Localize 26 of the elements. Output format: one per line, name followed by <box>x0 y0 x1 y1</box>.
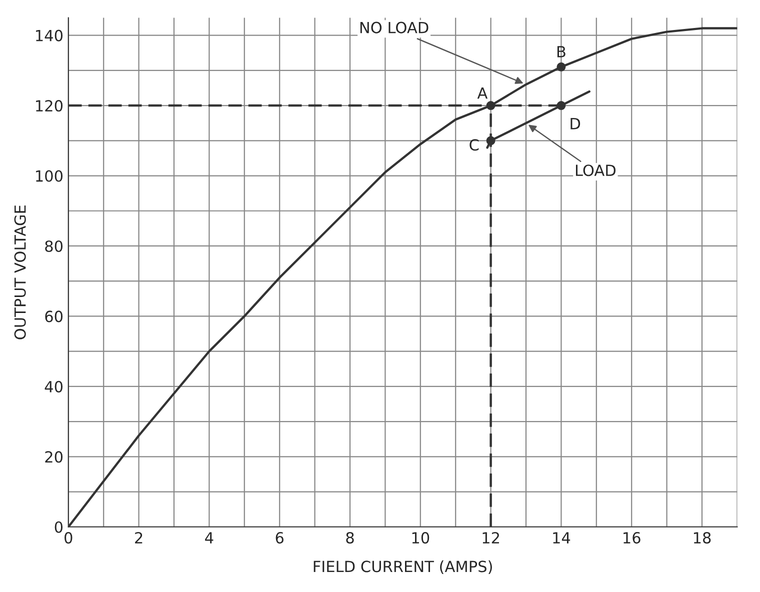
y-tick-label: 40 <box>44 380 63 392</box>
x-tick-label: 10 <box>412 532 430 544</box>
annotation: NO LOAD <box>360 22 428 34</box>
y-tick-label: 140 <box>36 30 63 42</box>
x-axis-title: FIELD CURRENT (AMPS) <box>314 560 492 574</box>
x-tick-label: 12 <box>482 532 499 544</box>
y-axis-title: OUTPUT VOLTAGE <box>14 206 26 340</box>
y-tick-label: 60 <box>45 310 63 322</box>
annotation: A <box>477 88 488 99</box>
x-tick-label: 8 <box>346 532 354 544</box>
x-tick-label: 0 <box>64 532 72 544</box>
y-tick-label: 20 <box>45 451 63 463</box>
x-tick-label: 16 <box>624 532 640 544</box>
y-tick-label: 120 <box>36 100 63 112</box>
annotation: LOAD <box>576 164 616 176</box>
x-tick-label: 6 <box>276 532 284 544</box>
x-tick-label: 2 <box>135 532 142 544</box>
y-tick-label: 0 <box>54 521 63 533</box>
y-tick-label: 100 <box>36 170 63 182</box>
annotation: D <box>570 118 580 130</box>
annotation: B <box>557 46 566 58</box>
annotation: C <box>470 139 479 151</box>
x-tick-label: 14 <box>553 532 570 544</box>
x-tick-label: 4 <box>205 532 214 544</box>
y-tick-label: 80 <box>45 240 63 252</box>
x-tick-label: 18 <box>694 532 711 544</box>
